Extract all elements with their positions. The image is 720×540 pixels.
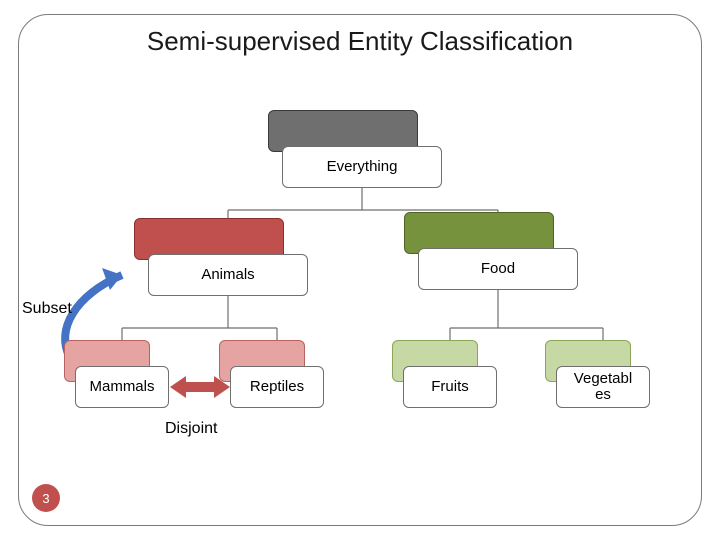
everything-node: Everything [282, 146, 442, 188]
mammals-node: Mammals [75, 366, 169, 408]
food-node: Food [418, 248, 578, 290]
slide-title: Semi-supervised Entity Classification [0, 26, 720, 57]
animals-node: Animals [148, 254, 308, 296]
vegetables-node: Vegetabl es [556, 366, 650, 408]
disjoint-label: Disjoint [165, 420, 217, 438]
page-number: 3 [32, 484, 60, 512]
slide-frame [18, 14, 702, 526]
subset-label: Subset [22, 300, 72, 318]
fruits-node: Fruits [403, 366, 497, 408]
reptiles-node: Reptiles [230, 366, 324, 408]
